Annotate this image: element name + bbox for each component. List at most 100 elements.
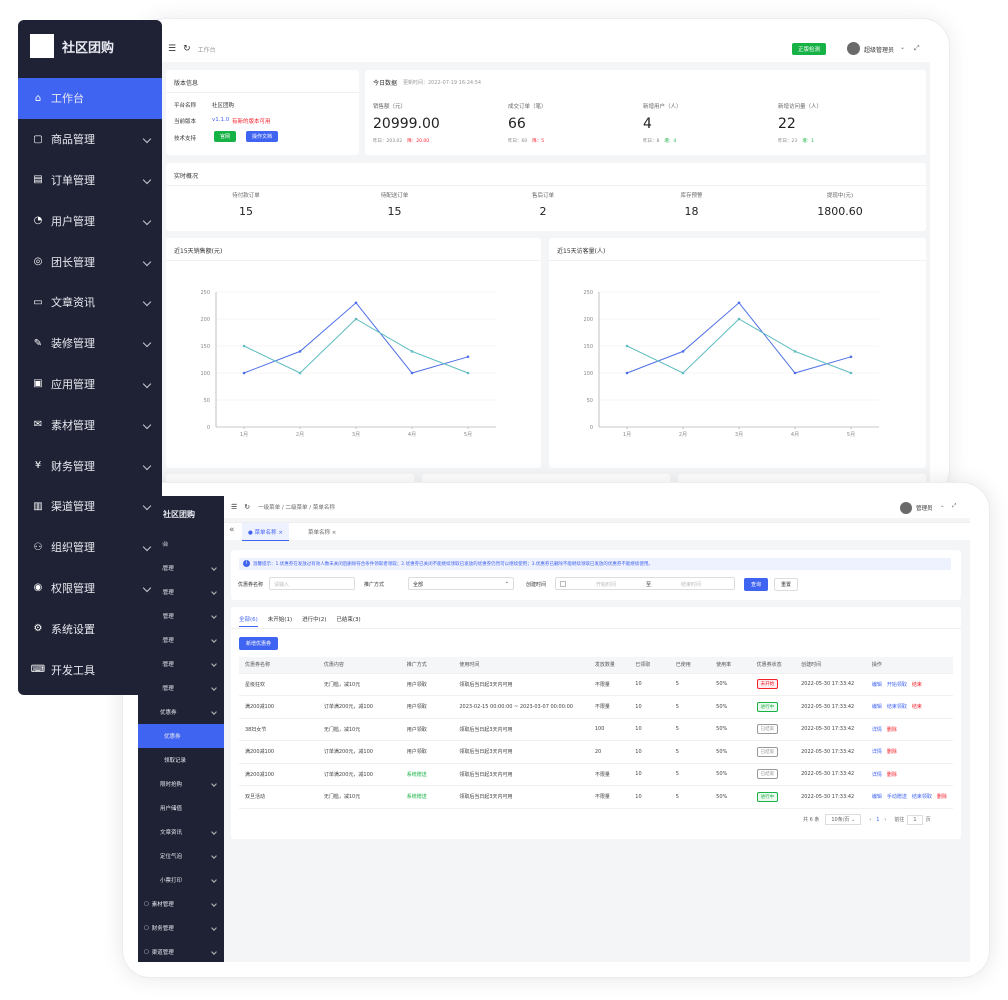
chevron-down-icon[interactable]: ⌄ — [900, 44, 906, 51]
sidebar-item[interactable]: ◉ 权限管理 — [18, 568, 162, 609]
tab-inactive[interactable]: 菜单名称 × — [302, 523, 342, 541]
license-check-button[interactable]: 正版检测 — [792, 43, 827, 55]
sidebar-item[interactable]: ▣ 应用管理 — [18, 364, 162, 405]
user-name[interactable]: 超级管理员 — [864, 47, 895, 54]
cell-text: 用户领取 — [406, 749, 427, 756]
sidebar-item[interactable]: ◔ 用户管理 — [18, 200, 162, 241]
stat-value: 22 — [778, 116, 796, 132]
sidebar-item[interactable]: ▢ 素材管理 — [138, 892, 224, 916]
user-name[interactable]: 管理员 — [916, 506, 933, 512]
refresh-icon[interactable]: ↻ — [244, 503, 251, 511]
current-page[interactable]: 1 — [876, 816, 880, 823]
cell-qty: 不限量 — [588, 673, 630, 696]
sidebar-item[interactable]: 小票打印 — [138, 868, 224, 892]
row-action-link[interactable]: 删除 — [936, 794, 947, 801]
row-action-link[interactable]: 编辑 — [871, 704, 882, 711]
sidebar-item[interactable]: 定位气泡 — [138, 844, 224, 868]
refresh-icon[interactable]: ↻ — [183, 44, 191, 54]
sidebar-item[interactable]: 优惠券 — [138, 700, 224, 724]
group-icon: ◎ — [33, 256, 43, 268]
chevron-down-icon — [211, 853, 217, 859]
sidebar-item[interactable]: ✉ 素材管理 — [18, 404, 162, 445]
row-action-link[interactable]: 删除 — [886, 726, 897, 733]
fullscreen-icon[interactable]: ⤢ — [914, 44, 920, 52]
sidebar-item[interactable]: ▤ 订单管理 — [18, 160, 162, 201]
row-action-link[interactable]: 详情 — [871, 771, 882, 778]
sidebar-item[interactable]: ✎ 装修管理 — [18, 323, 162, 364]
prev-page-icon[interactable]: ‹ — [869, 816, 872, 823]
cell-used: 5 — [669, 673, 711, 696]
cell-text: 领取后当日起3天内可用 — [459, 794, 513, 801]
status-tab[interactable]: 已结束(3) — [336, 617, 361, 623]
chevron-down-icon[interactable]: ⌄ — [940, 503, 945, 509]
query-button[interactable]: 查询 — [744, 578, 769, 591]
add-coupon-button[interactable]: 新增优惠券 — [239, 637, 279, 650]
total-count: 共 6 条 — [803, 817, 820, 823]
sidebar-item[interactable]: 领取记录 — [138, 748, 224, 772]
realtime-card: 实时概况 待付款订单 15 待配送订单 15 售后订单 2 库存预警 18 提现中(元) 1800… — [166, 163, 926, 231]
date-range-picker[interactable]: 开始时间 至 结束时间 — [555, 577, 735, 590]
cell-name: 满200减100 — [239, 740, 318, 764]
row-action-link[interactable]: 详情 — [871, 726, 882, 733]
row-action-link[interactable]: 结束 — [911, 681, 922, 688]
cell-text: 10 — [635, 703, 642, 710]
version-update-note[interactable]: 有新的版本可用 — [232, 119, 271, 125]
menu-fold-icon[interactable]: ☰ — [231, 503, 238, 511]
next-page-icon[interactable]: › — [884, 816, 887, 823]
page-size-select[interactable]: 10条/页 ⌄ — [825, 814, 862, 825]
sidebar-item[interactable]: ▢ 渠道管理 — [138, 940, 224, 964]
sidebar-item[interactable]: ▥ 渠道管理 — [18, 486, 162, 527]
fullscreen-icon[interactable]: ⤢ — [952, 503, 957, 509]
cell-created: 2022-05-30 17:33:42 — [795, 740, 866, 764]
status-tab[interactable]: 未开始(1) — [267, 617, 293, 623]
coupon-name-input[interactable]: 请输入 — [269, 577, 355, 590]
status-tab[interactable]: 全部(6) — [239, 615, 258, 627]
docs-button[interactable]: 操作文档 — [246, 131, 279, 142]
breadcrumb[interactable]: 一级菜单 / 二级菜单 / 菜单名称 — [258, 505, 335, 511]
chevron-down-icon — [211, 685, 217, 691]
row-action-link[interactable]: 详情 — [871, 749, 882, 756]
row-action-link[interactable]: 编辑 — [871, 681, 882, 688]
sidebar-item[interactable]: ▢ 商品管理 — [18, 119, 162, 160]
breadcrumb[interactable]: 工作台 — [197, 46, 216, 54]
sidebar-item-label: 用户储值 — [160, 806, 183, 812]
sidebar-item[interactable]: ◎ 团长管理 — [18, 241, 162, 282]
sidebar-item[interactable]: ▭ 文章资讯 — [18, 282, 162, 323]
row-action-link[interactable]: 手动赠送 — [886, 794, 907, 801]
avatar[interactable] — [900, 502, 912, 514]
chevron-down-icon — [142, 542, 152, 552]
sidebar-item[interactable]: 文章资讯 — [138, 820, 224, 844]
sidebar-item-label: 素材管理 — [151, 902, 174, 908]
menu-fold-icon[interactable]: ☰ — [168, 44, 177, 54]
official-site-button[interactable]: 官网 — [214, 131, 237, 142]
row-action-link[interactable]: 结束领取 — [911, 794, 932, 801]
sidebar-item[interactable]: ¥ 财务管理 — [18, 445, 162, 486]
tab-active[interactable]: ● 菜单名称 × — [242, 523, 289, 541]
collapse-tabs-icon[interactable]: « — [229, 525, 235, 535]
sidebar-item[interactable]: ⚙ 系统设置 — [18, 608, 162, 649]
row-action-link[interactable]: 编辑 — [871, 794, 882, 801]
sidebar-item[interactable]: 优惠券 — [138, 724, 224, 748]
row-action-link[interactable]: 结束领取 — [886, 704, 907, 711]
sidebar-item[interactable]: ▢ 财务管理 — [138, 916, 224, 940]
avatar[interactable] — [847, 42, 860, 55]
sidebar-item[interactable]: ⚇ 组织管理 — [18, 527, 162, 568]
row-action-link[interactable]: 结束 — [911, 704, 922, 711]
promo-select[interactable]: 全部 ⌄ — [408, 577, 514, 590]
status-tab[interactable]: 进行中(2) — [302, 617, 327, 623]
sidebar-item[interactable]: 限时抢购 — [138, 772, 224, 796]
sidebar-item[interactable]: 用户储值 — [138, 796, 224, 820]
row-action-link[interactable]: 删除 — [886, 771, 897, 778]
column-header: 操作 — [865, 657, 953, 674]
reset-button[interactable]: 重置 — [774, 578, 799, 591]
sidebar-item[interactable]: ⌂ 工作台 — [18, 78, 162, 119]
cell-text: 2023-02-15 00:00:00 ~ 2023-03-07 00:00:0… — [459, 703, 573, 710]
status-badge: 已结束 — [756, 724, 779, 735]
sidebar-item-label: 渠道管理 — [151, 950, 174, 956]
row-action-link[interactable]: 删除 — [886, 749, 897, 756]
sidebar-item[interactable]: ⌨ 开发工具 — [18, 649, 162, 690]
goto-input[interactable]: 1 — [907, 814, 923, 825]
data-point — [298, 371, 302, 375]
row-action-link[interactable]: 开始领取 — [886, 681, 907, 688]
cell-text: 无门槛，减10元 — [323, 726, 361, 733]
